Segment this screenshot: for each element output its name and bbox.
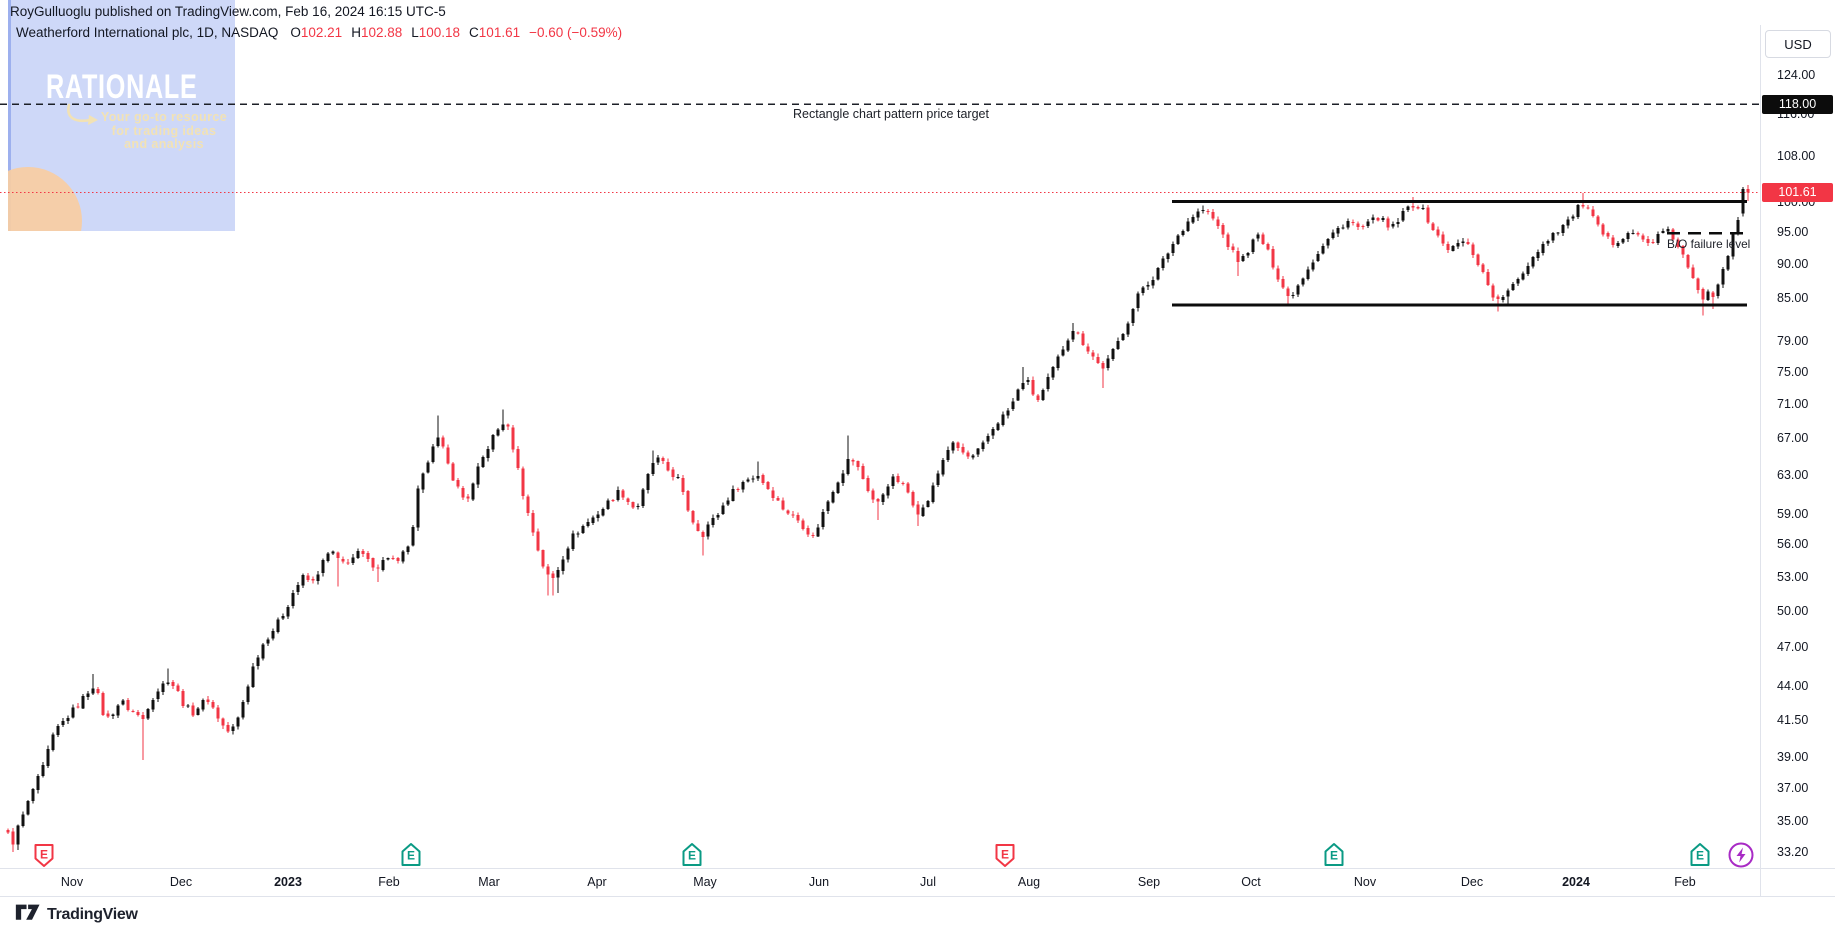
time-axis-month-label: Dec xyxy=(169,875,193,889)
last-price-badge: 101.61 xyxy=(1762,182,1833,202)
time-axis-year-label: 2023 xyxy=(274,875,302,889)
price-axis-label: 90.00 xyxy=(1777,257,1809,271)
earnings-icon[interactable]: E xyxy=(682,843,702,866)
time-axis-month-label: Sep xyxy=(1137,875,1161,889)
price-axis-label: 41.50 xyxy=(1777,713,1809,727)
time-axis-month-label: Nov xyxy=(1353,875,1377,889)
price-axis-label: 44.00 xyxy=(1777,679,1809,693)
price-axis-label: 37.00 xyxy=(1777,781,1809,795)
price-axis-label: 71.00 xyxy=(1777,397,1809,411)
close-label: C xyxy=(469,25,479,40)
price-axis-label: 47.00 xyxy=(1777,640,1809,654)
price-axis-label: 56.00 xyxy=(1777,537,1809,551)
price-axis-label: 79.00 xyxy=(1777,334,1809,348)
price-axis-label: 59.00 xyxy=(1777,507,1809,521)
time-axis-month-label: Jun xyxy=(808,875,830,889)
bo-failure-annotation[interactable]: B/O failure level xyxy=(1667,237,1751,251)
price-axis-label: 53.00 xyxy=(1777,570,1809,584)
curved-arrow-icon xyxy=(62,103,104,138)
high-label: H xyxy=(351,25,361,40)
time-axis-month-label: May xyxy=(693,875,717,889)
open-value: 102.21 xyxy=(300,25,343,40)
watermark-tagline-line: Your go-to resource xyxy=(100,110,228,124)
tradingview-logo-icon xyxy=(14,901,40,928)
price-axis-label: 67.00 xyxy=(1777,431,1809,445)
earnings-icon[interactable]: E xyxy=(1690,843,1710,866)
tradingview-attribution[interactable]: TradingView xyxy=(14,901,138,928)
watermark-tagline: Your go-to resource for trading ideas an… xyxy=(94,110,234,152)
svg-text:E: E xyxy=(40,848,48,862)
watermark: RATIONALE Your go-to resource for tradin… xyxy=(8,0,235,231)
high-value: 102.88 xyxy=(360,25,403,40)
time-axis-month-label: Jul xyxy=(920,875,936,889)
earnings-icon[interactable]: E xyxy=(401,843,421,866)
symbol-title[interactable]: Weatherford International plc, 1D, NASDA… xyxy=(16,25,279,40)
low-value: 100.18 xyxy=(418,25,461,40)
price-axis-label: 108.00 xyxy=(1777,149,1816,163)
candlestick-series xyxy=(6,185,1750,852)
currency-toggle-button[interactable]: USD xyxy=(1765,30,1831,58)
time-axis-month-label: Dec xyxy=(1460,875,1484,889)
change-value: −0.60 (−0.59%) xyxy=(529,25,623,40)
svg-text:E: E xyxy=(407,849,415,863)
time-axis-month-label: Feb xyxy=(378,875,400,889)
watermark-edge xyxy=(8,0,11,231)
earnings-icon[interactable]: E xyxy=(995,844,1015,867)
price-axis-label: 63.00 xyxy=(1777,468,1809,482)
price-axis-label: 75.00 xyxy=(1777,365,1809,379)
svg-text:E: E xyxy=(1330,849,1338,863)
price-axis-label: 124.00 xyxy=(1777,68,1816,82)
time-axis-year-label: 2024 xyxy=(1562,875,1590,889)
time-axis-month-label: Nov xyxy=(60,875,84,889)
time-axis-month-label: Apr xyxy=(587,875,607,889)
watermark-tagline-line: and analysis xyxy=(124,137,204,151)
time-axis-month-label: Mar xyxy=(478,875,500,889)
time-axis-month-label: Aug xyxy=(1017,875,1041,889)
time-axis-month-label: Feb xyxy=(1674,875,1696,889)
price-axis-label: 95.00 xyxy=(1777,225,1809,239)
target-annotation[interactable]: Rectangle chart pattern price target xyxy=(793,107,989,121)
svg-text:E: E xyxy=(1001,848,1009,862)
price-axis-label: 39.00 xyxy=(1777,750,1809,764)
close-value: 101.61 xyxy=(478,25,521,40)
earnings-icon[interactable]: E xyxy=(34,844,54,867)
open-label: O xyxy=(290,25,301,40)
low-label: L xyxy=(411,25,419,40)
symbol-legend[interactable]: Weatherford International plc, 1D, NASDA… xyxy=(16,25,631,40)
price-axis-label: 35.00 xyxy=(1777,814,1809,828)
svg-text:E: E xyxy=(1696,849,1704,863)
time-axis-month-label: Oct xyxy=(1241,875,1261,889)
published-line: RoyGulluoglu published on TradingView.co… xyxy=(10,4,446,19)
earnings-icon[interactable]: E xyxy=(1324,843,1344,866)
boost-lightning-icon[interactable] xyxy=(1728,842,1754,868)
price-axis-label: 50.00 xyxy=(1777,604,1809,618)
watermark-brand: RATIONALE xyxy=(46,68,198,106)
price-axis-label: 33.20 xyxy=(1777,845,1809,859)
tradingview-logo-text: TradingView xyxy=(47,905,138,923)
price-axis-label: 85.00 xyxy=(1777,291,1809,305)
target-price-badge: 118.00 xyxy=(1762,94,1833,114)
watermark-tagline-line: for trading ideas xyxy=(111,123,217,138)
svg-text:E: E xyxy=(688,849,696,863)
